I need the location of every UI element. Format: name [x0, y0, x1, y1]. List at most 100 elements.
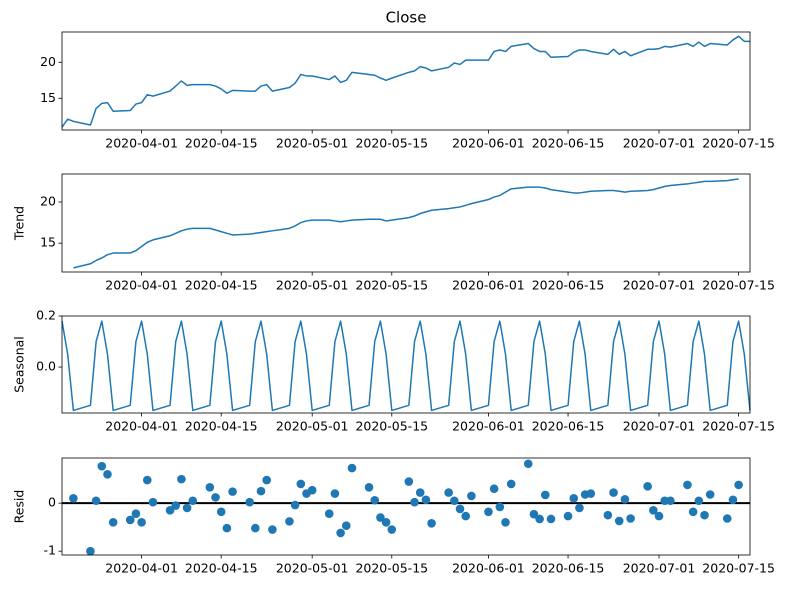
x-tick-label: 2020-04-01 [105, 419, 178, 434]
x-tick-label: 2020-06-15 [532, 419, 605, 434]
x-tick-label: 2020-07-01 [623, 561, 696, 576]
resid-point [666, 496, 675, 506]
axes-frame [61, 31, 751, 131]
resid-point [177, 474, 186, 484]
y-tick-label: 20 [40, 54, 56, 69]
x-tick-label: 2020-06-15 [532, 278, 605, 293]
x-tick-label: 2020-04-15 [185, 278, 258, 293]
resid-point [262, 475, 271, 485]
resid-point [97, 461, 107, 471]
x-tick-label: 2020-07-15 [702, 136, 775, 151]
resid-point [734, 480, 743, 490]
resid-point [614, 516, 624, 526]
resid-point [376, 513, 385, 522]
resid-point [228, 487, 237, 496]
axes-frame [61, 173, 751, 273]
y-tick-label: 15 [40, 235, 56, 250]
x-tick-label: 2020-06-01 [452, 136, 525, 151]
resid-point [131, 509, 141, 519]
y-tick-label: 0.0 [36, 359, 56, 374]
x-tick-label: 2020-04-01 [105, 278, 178, 293]
resid-point [86, 546, 95, 556]
resid-point [125, 515, 135, 525]
resid-point [211, 493, 220, 502]
y-tick-label: 0 [48, 495, 56, 510]
resid-point [290, 500, 300, 510]
resid-point [620, 494, 630, 504]
resid-point [251, 523, 260, 533]
resid-point [495, 502, 505, 512]
resid-point [722, 514, 732, 523]
resid-point [467, 491, 476, 501]
x-tick-label: 2020-06-01 [452, 278, 525, 293]
x-tick-label: 2020-04-01 [105, 136, 178, 151]
resid-point [182, 503, 192, 513]
resid-point [728, 495, 738, 505]
resid-point [347, 463, 357, 473]
resid-point [387, 525, 397, 534]
series-line [73, 178, 739, 269]
resid-point [108, 518, 118, 527]
resid-point [705, 490, 715, 499]
resid-point [461, 511, 471, 521]
resid-point [444, 488, 453, 497]
resid-point [381, 518, 391, 527]
resid-point [529, 509, 539, 519]
resid-point [91, 496, 101, 506]
resid-point [450, 496, 459, 506]
resid-point [285, 517, 294, 526]
x-tick-label: 2020-04-01 [105, 561, 178, 576]
resid-point [165, 506, 175, 515]
resid-point [683, 480, 692, 490]
resid-point [654, 511, 664, 521]
x-tick-label: 2020-05-15 [355, 136, 428, 151]
resid-point [415, 488, 425, 497]
resid-point [69, 494, 78, 503]
resid-point [341, 521, 351, 531]
y-tick-label: 0.2 [36, 308, 56, 323]
resid-point [586, 489, 596, 498]
y-tick-label: 20 [40, 194, 56, 209]
resid-point [569, 494, 579, 503]
y-axis-label: Seasonal [12, 336, 27, 393]
resid-point [137, 518, 146, 527]
x-tick-label: 2020-07-01 [623, 136, 696, 151]
resid-point [245, 497, 254, 507]
resid-point [700, 510, 709, 520]
x-tick-label: 2020-07-15 [702, 419, 775, 434]
resid-point [324, 509, 334, 519]
resid-point [575, 503, 584, 513]
resid-point [307, 485, 317, 495]
resid-point [296, 479, 306, 489]
resid-point [370, 495, 380, 505]
resid-point [506, 479, 516, 489]
resid-point [643, 482, 652, 491]
resid-point [427, 519, 436, 528]
x-tick-label: 2020-05-01 [276, 561, 349, 576]
x-tick-label: 2020-06-15 [532, 136, 605, 151]
x-tick-label: 2020-05-01 [276, 278, 349, 293]
resid-point [535, 514, 544, 524]
x-tick-label: 2020-05-15 [355, 561, 428, 576]
y-axis-label: Resid [12, 490, 27, 524]
resid-point [364, 482, 374, 492]
x-tick-label: 2020-07-01 [623, 278, 696, 293]
resid-point [148, 497, 158, 507]
x-tick-label: 2020-04-15 [185, 136, 258, 151]
x-tick-label: 2020-06-01 [452, 561, 525, 576]
resid-point [455, 504, 465, 514]
resid-point [216, 507, 226, 517]
series-line [61, 35, 750, 128]
resid-point [603, 510, 613, 520]
resid-point [489, 484, 499, 494]
resid-point [256, 486, 266, 496]
x-tick-label: 2020-04-15 [185, 419, 258, 434]
series-line [61, 320, 751, 412]
resid-point [142, 475, 152, 485]
resid-point [171, 501, 181, 510]
resid-point [563, 511, 573, 521]
resid-point [546, 514, 556, 524]
resid-point [523, 459, 533, 469]
resid-point [330, 489, 340, 498]
